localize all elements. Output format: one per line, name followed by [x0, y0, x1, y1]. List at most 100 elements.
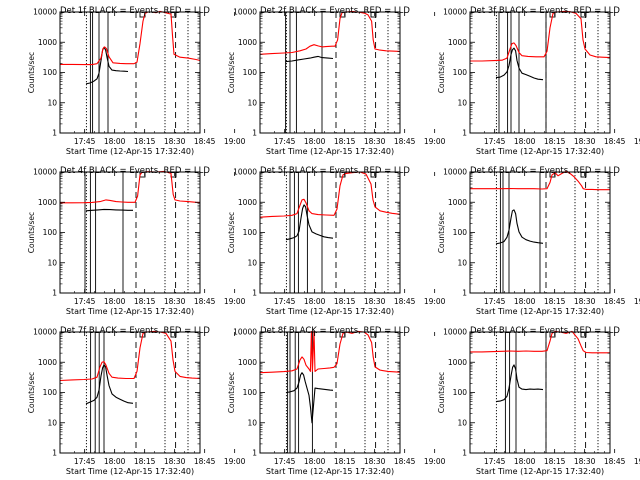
x-axis-label: Start Time (12-Apr-15 17:32:40): [476, 147, 604, 156]
y-tick-label: 100: [243, 388, 258, 397]
y-tick-label: 100: [453, 388, 468, 397]
x-axis-label: Start Time (12-Apr-15 17:32:40): [66, 307, 194, 316]
x-tick-label: 18:00: [514, 297, 536, 306]
panel-6: 1 10 100 1000 10000 17:45 18:00 18:15 18:30 18:45…: [437, 166, 640, 316]
x-tick-label: 18:15: [334, 457, 356, 466]
series-line-events: [495, 47, 544, 81]
x-tick-label: 18:45: [194, 137, 216, 146]
series-line-events: [85, 46, 129, 85]
x-tick-label: 19:00: [424, 137, 446, 146]
y-tick-label: 10: [247, 258, 257, 267]
panel-title: Det 7f BLACK = Events, RED = LLD: [60, 326, 210, 336]
y-tick-label: 1: [252, 289, 257, 298]
y-tick-label: 10: [457, 418, 467, 427]
y-tick-label: 1: [52, 289, 57, 298]
x-tick-label: 18:00: [514, 457, 536, 466]
panel-title: Det 2f BLACK = Events, RED = LLD: [260, 6, 410, 16]
panel-title: Det 5f BLACK = Events, RED = LLD: [260, 166, 410, 176]
series-line-events: [85, 364, 134, 405]
y-tick-label: 10000: [33, 168, 57, 177]
x-axis-label: Start Time (12-Apr-15 17:32:40): [266, 307, 394, 316]
x-tick-label: 18:15: [334, 297, 356, 306]
y-tick-label: 10000: [33, 8, 57, 17]
x-tick-label: 18:45: [394, 297, 416, 306]
y-tick-label: 1000: [448, 198, 467, 207]
panel-5: 1 10 100 1000 10000 17:45 18:00 18:15 18:30 18:45…: [227, 166, 446, 316]
plot-frame: [59, 11, 201, 134]
x-tick-label: 17:45: [484, 457, 506, 466]
y-tick-label: 10: [47, 418, 57, 427]
series-line-lld: [259, 330, 401, 374]
panel-title: Det 8f BLACK = Events, RED = LLD: [260, 326, 410, 336]
panel-title: Det 3f BLACK = Events, RED = LLD: [470, 6, 620, 16]
y-tick-label: 100: [43, 228, 58, 237]
plot-frame: [259, 11, 401, 134]
y-tick-label: 10000: [233, 168, 257, 177]
y-tick-label: 100: [43, 388, 58, 397]
y-tick-label: 100: [43, 68, 58, 77]
y-axis-label: Counts/sec: [437, 372, 446, 413]
y-tick-label: 10: [457, 98, 467, 107]
panel-title: Det 9f BLACK = Events, RED = LLD: [470, 326, 620, 336]
y-tick-label: 1: [52, 449, 57, 458]
series-line-events: [495, 364, 544, 403]
x-axis-label: Start Time (12-Apr-15 17:32:40): [476, 467, 604, 476]
x-tick-label: 18:30: [574, 457, 596, 466]
x-tick-label: 17:45: [274, 137, 296, 146]
y-tick-label: 100: [243, 68, 258, 77]
y-axis-label: Counts/sec: [227, 212, 236, 253]
x-tick-label: 18:00: [304, 457, 326, 466]
y-axis-label: Counts/sec: [227, 372, 236, 413]
panel-title: Det 6f BLACK = Events, RED = LLD: [470, 166, 620, 176]
panel-9: 1 10 100 1000 10000 17:45 18:00 18:15 18:30 18:45…: [437, 326, 640, 476]
y-tick-label: 1000: [238, 38, 257, 47]
x-tick-label: 18:30: [164, 137, 186, 146]
y-tick-label: 10: [47, 258, 57, 267]
y-tick-label: 10: [247, 418, 257, 427]
y-tick-label: 1000: [38, 358, 57, 367]
x-tick-label: 18:30: [364, 137, 386, 146]
x-tick-label: 18:45: [194, 457, 216, 466]
series-line-lld: [60, 170, 201, 204]
series-line-lld: [470, 170, 610, 191]
y-axis-label: Counts/sec: [27, 52, 36, 93]
y-tick-label: 1000: [238, 358, 257, 367]
y-tick-label: 10: [247, 98, 257, 107]
x-tick-label: 18:15: [544, 457, 566, 466]
y-tick-label: 1: [252, 449, 257, 458]
panel-2: 1 10 100 1000 10000 17:45 18:00 18:15 18:30 18:45…: [227, 6, 446, 156]
y-axis-label: Counts/sec: [27, 212, 36, 253]
x-tick-label: 17:45: [484, 297, 506, 306]
plot-frame: [59, 171, 201, 294]
y-tick-label: 1: [462, 449, 467, 458]
x-tick-label: 19:00: [634, 137, 640, 146]
y-tick-label: 10: [457, 258, 467, 267]
series-line-lld: [259, 171, 401, 218]
x-tick-label: 18:30: [364, 457, 386, 466]
y-axis-label: Counts/sec: [437, 212, 446, 253]
y-tick-label: 1: [52, 129, 57, 138]
x-tick-label: 18:00: [304, 137, 326, 146]
series-line-events: [285, 55, 334, 63]
x-tick-label: 18:30: [574, 137, 596, 146]
x-tick-label: 18:15: [134, 297, 156, 306]
x-tick-label: 18:15: [334, 137, 356, 146]
y-axis-label: Counts/sec: [437, 52, 446, 93]
y-tick-label: 1000: [38, 38, 57, 47]
y-tick-label: 10000: [33, 328, 57, 337]
x-tick-label: 18:15: [134, 457, 156, 466]
series-line-lld: [60, 10, 201, 66]
plot-frame: [259, 331, 401, 454]
x-tick-label: 18:00: [104, 457, 126, 466]
y-tick-label: 1000: [38, 198, 57, 207]
series-line-events: [85, 208, 133, 212]
x-tick-label: 18:30: [364, 297, 386, 306]
x-tick-label: 18:30: [574, 297, 596, 306]
x-tick-label: 18:15: [544, 297, 566, 306]
y-tick-label: 1: [252, 129, 257, 138]
x-tick-label: 18:15: [134, 137, 156, 146]
series-line-events: [495, 209, 544, 245]
panel-4: 1 10 100 1000 10000 17:45 18:00 18:15 18:30 18:45…: [27, 166, 246, 316]
x-tick-label: 18:00: [514, 137, 536, 146]
y-tick-label: 1: [462, 289, 467, 298]
